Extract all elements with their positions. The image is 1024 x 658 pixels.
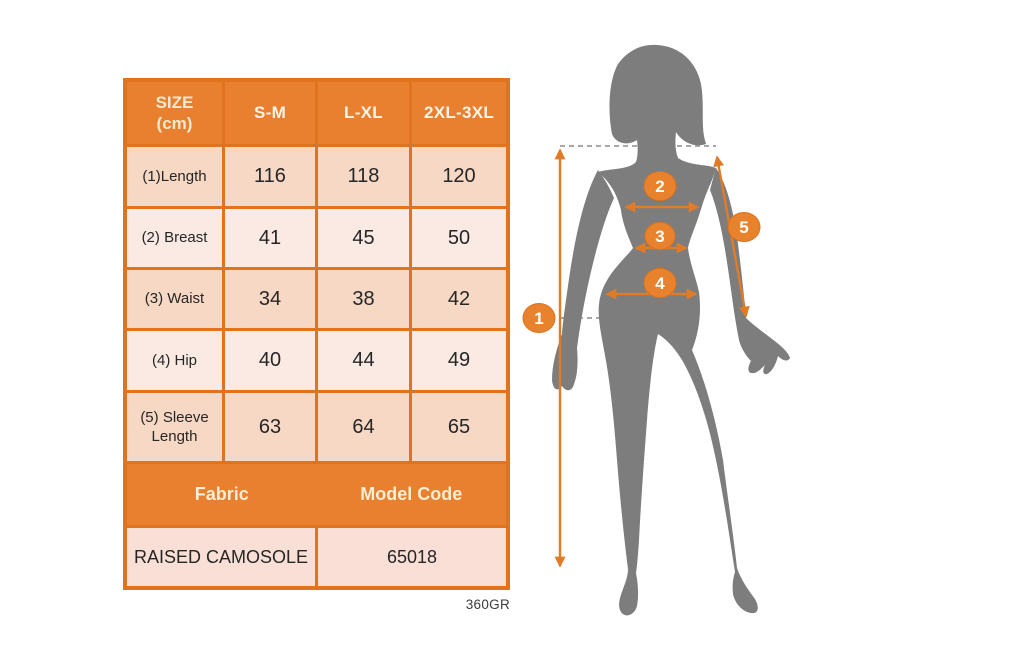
row-label-sleeve-length: (5) Sleeve Length bbox=[127, 393, 222, 461]
col-header-s-m: S-M bbox=[225, 82, 315, 144]
cell-hip-sm: 40 bbox=[225, 331, 315, 390]
model-code-header: Model Code bbox=[360, 484, 463, 504]
cell-length-2xl3xl: 120 bbox=[412, 147, 506, 206]
marker-1: 1 bbox=[522, 303, 556, 333]
cell-hip-2xl3xl: 49 bbox=[412, 331, 506, 390]
marker-3-number: 3 bbox=[655, 227, 664, 246]
cell-sleeve-2xl3xl: 65 bbox=[412, 393, 506, 461]
body-measurement-diagram: 1 2 3 4 5 bbox=[522, 44, 790, 616]
col-header-2xl-3xl: 2XL-3XL bbox=[412, 82, 506, 144]
marker-4-number: 4 bbox=[655, 274, 665, 293]
cell-waist-2xl3xl: 42 bbox=[412, 270, 506, 328]
fabric-header: Fabric bbox=[194, 484, 249, 504]
marker-4: 4 bbox=[643, 268, 677, 298]
fabric-model-header-band: Fabric Model Code bbox=[127, 464, 506, 525]
row-label-breast: (2) Breast bbox=[127, 209, 222, 267]
size-unit-header: SIZE (cm) bbox=[127, 82, 222, 144]
cell-length-lxl: 118 bbox=[318, 147, 409, 206]
body-silhouette bbox=[598, 44, 758, 616]
size-table: SIZE (cm) S-M L-XL 2XL-3XL (1)Length 116… bbox=[123, 78, 510, 590]
row-label-waist: (3) Waist bbox=[127, 270, 222, 328]
cell-breast-sm: 41 bbox=[225, 209, 315, 267]
right-arm-silhouette bbox=[710, 168, 790, 375]
marker-5: 5 bbox=[727, 212, 761, 242]
cell-hip-lxl: 44 bbox=[318, 331, 409, 390]
cell-breast-lxl: 45 bbox=[318, 209, 409, 267]
fabric-value: RAISED CAMOSOLE bbox=[127, 528, 315, 586]
cell-waist-lxl: 38 bbox=[318, 270, 409, 328]
measurement-figure: 1 2 3 4 5 bbox=[520, 20, 870, 645]
model-code-value: 65018 bbox=[318, 528, 506, 586]
marker-2-number: 2 bbox=[655, 177, 664, 196]
col-header-l-xl: L-XL bbox=[318, 82, 409, 144]
cell-breast-2xl3xl: 50 bbox=[412, 209, 506, 267]
cell-sleeve-sm: 63 bbox=[225, 393, 315, 461]
fabric-weight-note: 360GR bbox=[465, 597, 510, 612]
row-label-length: (1)Length bbox=[127, 147, 222, 206]
row-label-hip: (4) Hip bbox=[127, 331, 222, 390]
marker-2: 2 bbox=[643, 171, 677, 201]
cell-length-sm: 116 bbox=[225, 147, 315, 206]
marker-1-number: 1 bbox=[534, 309, 543, 328]
cell-sleeve-lxl: 64 bbox=[318, 393, 409, 461]
marker-3: 3 bbox=[644, 222, 676, 250]
marker-5-number: 5 bbox=[739, 218, 748, 237]
left-arm-silhouette bbox=[552, 170, 614, 391]
cell-waist-sm: 34 bbox=[225, 270, 315, 328]
